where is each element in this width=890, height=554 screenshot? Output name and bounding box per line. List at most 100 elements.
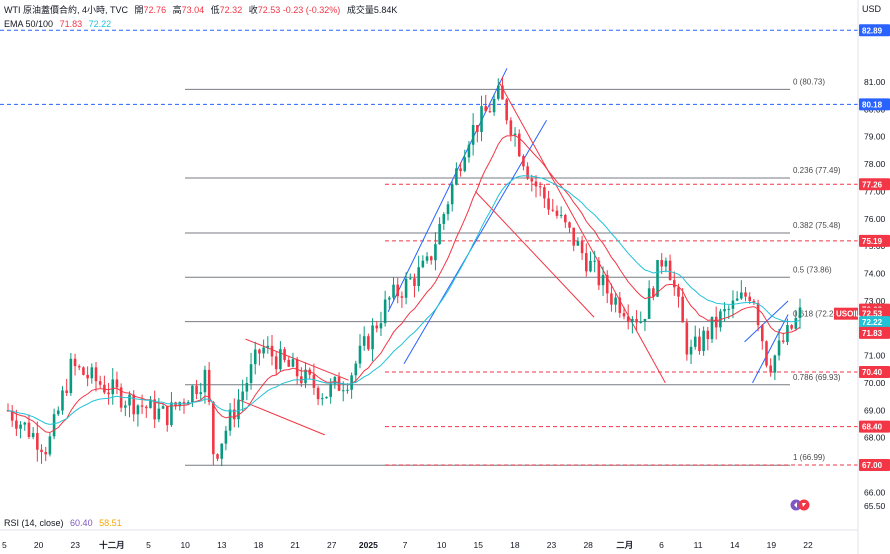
candle-body	[115, 379, 119, 388]
candle-body	[421, 260, 425, 268]
candle-body	[144, 406, 148, 409]
candle-body	[86, 374, 89, 379]
candle-body	[601, 274, 605, 286]
candle-body	[576, 241, 580, 246]
candle-body	[283, 349, 286, 360]
candle-body	[530, 178, 534, 182]
candle-body	[781, 340, 785, 342]
x-tick-label: 6	[659, 540, 664, 550]
candle-body	[220, 443, 224, 459]
candle-body	[769, 365, 772, 373]
candle-body	[111, 379, 115, 395]
fib-level-label: 0.236 (77.49)	[793, 166, 841, 175]
candle-body	[442, 214, 446, 224]
candle-body	[346, 389, 349, 391]
candle-body	[308, 369, 312, 375]
candle-body	[760, 325, 764, 342]
change-value: -0.23 (-0.32%)	[282, 5, 341, 15]
low-label: 低	[210, 5, 220, 15]
price-tag: 72.22	[859, 316, 890, 329]
candle-body	[501, 85, 504, 100]
rsi-legend[interactable]: RSI (14, close) 60.40 58.51	[4, 518, 122, 528]
candle-body	[341, 390, 345, 392]
candle-body	[618, 297, 622, 314]
candle-body	[798, 307, 802, 319]
candle-body	[61, 390, 64, 411]
candles-layer	[6, 76, 802, 467]
candle-body	[614, 297, 617, 305]
low-value: 72.32	[219, 5, 243, 15]
candle-body	[597, 260, 601, 286]
candle-body	[538, 186, 542, 188]
candle-body	[748, 296, 752, 301]
candle-body	[639, 321, 643, 323]
blue-wedge-lower	[752, 314, 789, 384]
x-tick-label: 28	[583, 540, 593, 550]
candle-body	[212, 401, 215, 455]
candle-body	[48, 436, 52, 455]
y-tick-label: 69.00	[864, 405, 886, 415]
candle-body	[672, 280, 676, 288]
price-tag: 71.83	[859, 326, 890, 339]
x-tick-label: 7	[403, 540, 408, 550]
candle-body	[480, 106, 483, 132]
candle-body	[69, 358, 73, 394]
candle-body	[165, 406, 169, 426]
symbol-name[interactable]: WTI 原油蓋價合約, 4小時, TVC	[4, 5, 129, 15]
y-tick-label: 70.00	[864, 378, 886, 388]
price-tag-box	[859, 24, 890, 37]
candle-body	[107, 392, 110, 395]
x-tick-label: 2025	[359, 540, 378, 550]
ema-legend[interactable]: EMA 50/100 71.83 72.22	[4, 17, 111, 31]
candle-body	[698, 336, 701, 352]
candle-body	[568, 222, 571, 228]
candle-body	[484, 106, 488, 112]
fib-level-label: 0.786 (69.93)	[793, 373, 841, 382]
red-channel-lower	[474, 191, 595, 318]
candle-body	[98, 381, 102, 385]
ema-layer	[7, 134, 801, 434]
candle-body	[668, 260, 672, 281]
symbol-legend: WTI 原油蓋價合約, 4小時, TVC 開72.76 高73.04 低72.3…	[4, 3, 397, 17]
price-tag-label: 82.89	[862, 26, 883, 35]
x-tick-label: 13	[217, 540, 227, 550]
candle-body	[794, 318, 798, 329]
candle-body	[228, 409, 232, 431]
candle-body	[65, 390, 68, 394]
candle-body	[526, 166, 529, 179]
candle-body	[408, 278, 412, 280]
y-tick-label: 77.00	[864, 186, 886, 196]
candle-body	[316, 387, 320, 400]
candle-body	[450, 184, 454, 205]
y-tick-label: 81.00	[864, 77, 886, 87]
candle-body	[404, 278, 408, 298]
x-tick-label: 15	[474, 540, 484, 550]
currency-label[interactable]: USD	[862, 4, 882, 14]
candle-body	[689, 346, 693, 355]
fib-level-label: 0.5 (73.86)	[793, 265, 832, 274]
price-tag-box	[859, 458, 890, 471]
ema100-line	[7, 175, 801, 425]
open-label: 開	[134, 5, 144, 15]
y-tick-label: 79.00	[864, 132, 886, 142]
time-axis: 5 20 23 十二月 5 10 13 18 21 27 2025 7 10 15 18 23 28 二月 6 11 1…	[0, 529, 858, 550]
candle-body	[325, 396, 328, 399]
candle-body	[392, 284, 395, 298]
rsi-value-2: 58.51	[99, 518, 122, 528]
y-tick-label: 74.00	[864, 268, 886, 278]
candle-body	[744, 292, 747, 297]
candle-body	[287, 359, 291, 367]
price-tag-label: 72.53	[862, 310, 883, 319]
y-tick-label: 68.00	[864, 433, 886, 443]
close-value: 72.53	[257, 5, 281, 15]
candle-body	[660, 260, 664, 267]
candle-body	[492, 98, 496, 113]
price-tag-label: 80.18	[862, 100, 883, 109]
candle-body	[195, 385, 198, 395]
y-tick-label: 76.00	[864, 214, 886, 224]
x-tick-label: 22	[803, 540, 813, 550]
fib-level-label: 1 (66.99)	[793, 453, 825, 462]
price-tag: 70.40	[859, 365, 890, 378]
candle-body	[434, 244, 437, 261]
